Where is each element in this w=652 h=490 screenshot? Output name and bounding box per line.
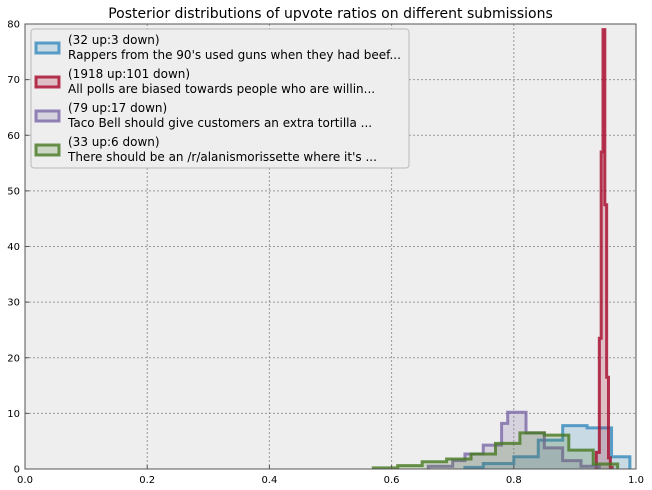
histogram-series-4 (371, 431, 620, 470)
histogram-series-1 (463, 424, 632, 469)
legend-label-counts: (32 up:3 down) (68, 33, 160, 47)
y-tick-label: 70 (7, 75, 20, 86)
x-tick-label: 0.0 (17, 475, 33, 486)
histogram-bin (452, 460, 465, 469)
legend-label-title: Rappers from the 90's used guns when the… (68, 48, 401, 62)
histogram-outline (371, 431, 620, 470)
histogram-bin (538, 440, 563, 469)
histogram-bin (593, 463, 618, 469)
y-tick-label: 0 (14, 465, 20, 476)
y-tick-label: 40 (7, 242, 20, 253)
histogram-bin (526, 432, 545, 469)
legend-label-counts: (1918 up:101 down) (68, 67, 190, 81)
legend-item: (79 up:17 down)Taco Bell should give cus… (34, 101, 372, 130)
histogram-bin (544, 435, 569, 469)
legend-item: (1918 up:101 down)All polls are biased t… (34, 67, 375, 96)
histogram-bin (495, 443, 520, 469)
legend-label-title: There should be an /r/alanismorissette w… (67, 150, 377, 164)
x-tick-label: 0.6 (384, 475, 400, 486)
legend-label-title: All polls are biased towards people who … (68, 82, 375, 96)
histogram-bin (483, 463, 514, 469)
histogram-outline (594, 28, 614, 469)
chart-title: Posterior distributions of upvote ratios… (108, 6, 553, 22)
legend-item: (32 up:3 down)Rappers from the 90's used… (34, 33, 401, 62)
x-tick-label: 0.4 (261, 475, 277, 486)
x-tick-label: 1.0 (628, 475, 644, 486)
y-tick-label: 60 (7, 131, 20, 142)
series-layer (371, 28, 632, 470)
legend-label-counts: (33 up:6 down) (68, 135, 160, 149)
axis-ticks: 0.0 0.2 0.4 0.6 0.8 1.0 0 10 20 30 40 50 60 70 80 (7, 20, 644, 487)
histogram-bin (483, 445, 502, 469)
legend-label-counts: (79 up:17 down) (68, 101, 167, 115)
histogram-outline (426, 410, 601, 469)
legend-label-title: Taco Bell should give customers an extra… (67, 116, 372, 130)
y-tick-label: 10 (7, 409, 20, 420)
legend: (32 up:3 down)Rappers from the 90's used… (30, 28, 410, 169)
legend-swatch (34, 109, 61, 123)
legend-swatch (34, 75, 61, 89)
histogram-bin (568, 450, 594, 469)
histogram-bin (397, 465, 423, 469)
histogram-bin (544, 447, 563, 469)
histogram-bin (603, 29, 605, 469)
histogram-bin (611, 456, 630, 469)
histogram-outline (463, 424, 632, 469)
histogram-bin (596, 452, 600, 469)
histogram-bin (562, 460, 582, 469)
x-tick-label: 0.2 (139, 475, 155, 486)
histogram-bin (501, 423, 508, 469)
y-tick-label: 80 (7, 20, 20, 31)
histogram-bin (471, 453, 496, 469)
histogram-bin (422, 461, 447, 469)
x-tick-label: 0.8 (506, 475, 522, 486)
y-tick-label: 50 (7, 186, 20, 197)
legend-item: (33 up:6 down)There should be an /r/alan… (34, 135, 377, 164)
legend-swatch (34, 41, 61, 55)
histogram-bin (446, 458, 472, 469)
y-tick-label: 30 (7, 298, 20, 309)
histogram-bin (519, 432, 545, 469)
legend-box (30, 28, 410, 169)
y-tick-label: 20 (7, 353, 20, 364)
histogram-bin (513, 456, 539, 469)
histogram-bin (507, 412, 527, 469)
legend-swatch (34, 143, 61, 157)
